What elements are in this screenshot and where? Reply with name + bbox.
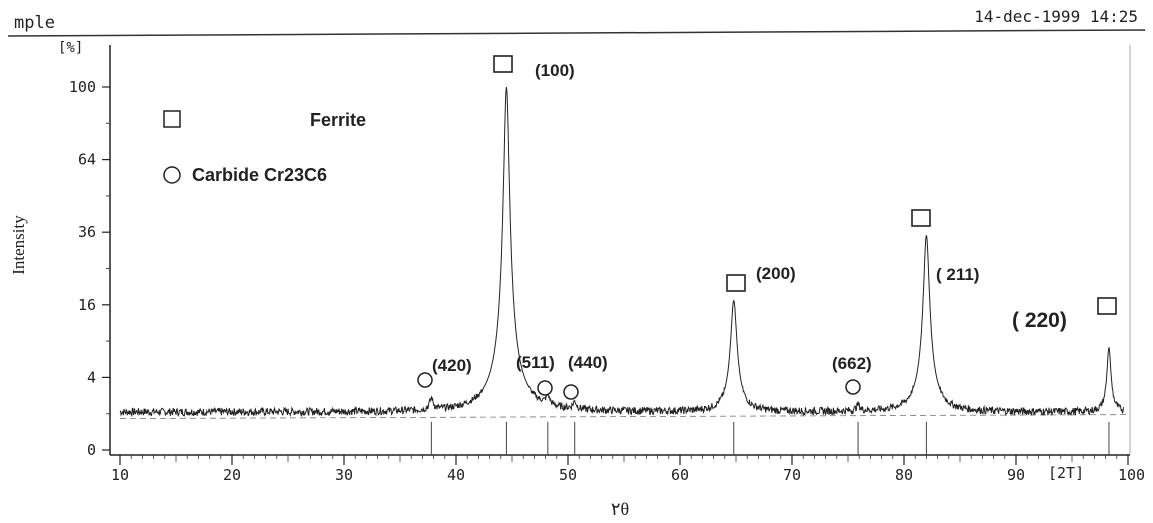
reference-sticks xyxy=(119,414,1129,455)
x-unit-label: [2T] xyxy=(1048,464,1084,482)
legend: Ferrite Carbide Cr23C6 xyxy=(163,110,366,185)
ferrite-square-icon xyxy=(493,55,513,73)
header-timestamp: 14-dec-1999 14:25 xyxy=(974,7,1138,26)
y-tick-label: 0 xyxy=(87,441,96,459)
peak-label: ( 220) xyxy=(1012,309,1067,332)
peak-label: (100) xyxy=(535,61,575,80)
x-minor-ticks xyxy=(130,455,1118,462)
peak-label: (662) xyxy=(832,354,872,373)
legend-carbide-circle-icon xyxy=(163,166,181,184)
peak-label: (420) xyxy=(432,356,472,375)
x-tick-label: 40 xyxy=(447,466,465,484)
peak-annotations: (100) (200) ( 211) ( 220) (420) (511) (440) (66… xyxy=(417,55,1117,400)
peak-label: (200) xyxy=(756,264,796,283)
peak-label: (511) xyxy=(516,353,555,372)
x-tick-label: 20 xyxy=(223,466,241,484)
x-tick-label: 10 xyxy=(111,466,129,484)
x-tick-label: 30 xyxy=(335,466,353,484)
x-tick-label: 80 xyxy=(895,466,913,484)
x-tick-label: 100 xyxy=(1118,466,1145,484)
x-tick-label: 90 xyxy=(1007,466,1025,484)
peak-label: (440) xyxy=(568,353,608,372)
x-tick-label: 50 xyxy=(559,466,577,484)
y-tick-label: 4 xyxy=(87,368,96,386)
ferrite-square-icon xyxy=(1097,297,1117,315)
y-tick-label: 64 xyxy=(78,151,96,169)
y-tick-label: 36 xyxy=(78,223,96,241)
y-tick-label: 16 xyxy=(78,296,96,314)
peak-label: ( 211) xyxy=(936,265,979,284)
header-left-text: mple xyxy=(14,13,55,33)
carbide-circle-icon xyxy=(563,384,579,400)
x-ticks: 10 20 30 40 50 60 70 80 90 100 xyxy=(111,455,1145,484)
diffraction-trace xyxy=(119,86,1124,418)
x-axis-label: ۲θ xyxy=(611,499,629,519)
x-tick-label: 60 xyxy=(671,466,689,484)
carbide-circle-icon xyxy=(845,379,861,395)
x-tick-label: 70 xyxy=(783,466,801,484)
carbide-circle-icon xyxy=(417,372,433,388)
legend-carbide-label: Carbide Cr23C6 xyxy=(192,165,327,185)
legend-ferrite-label: Ferrite xyxy=(310,110,366,130)
carbide-circle-icon xyxy=(537,380,553,396)
ferrite-square-icon xyxy=(911,209,931,227)
y-tick-label: 100 xyxy=(69,78,96,96)
y-ticks: 0 4 16 36 64 100 xyxy=(69,78,110,459)
legend-ferrite-square-icon xyxy=(163,110,181,128)
baseline-reference xyxy=(119,414,1129,419)
y-unit-label: [%] xyxy=(58,40,83,56)
header-rule xyxy=(7,29,1146,37)
y-axis-label: Intensity xyxy=(9,215,28,275)
ferrite-square-icon xyxy=(726,274,746,292)
